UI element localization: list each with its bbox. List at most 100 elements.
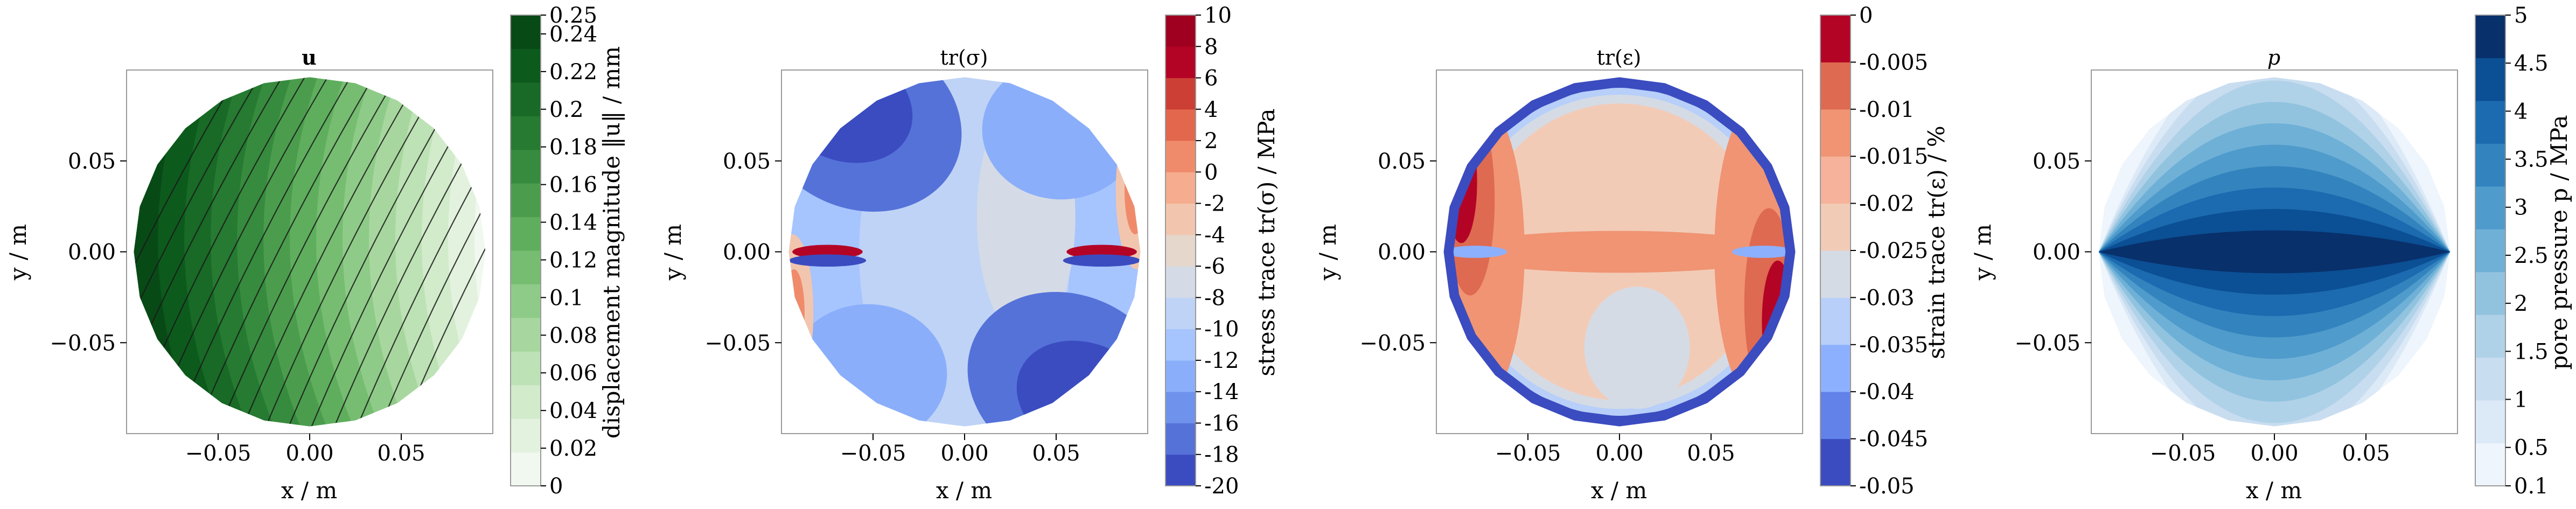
colorbar-tick-label: 2 <box>1204 129 1218 154</box>
colorbar-tick-label: -2 <box>1204 192 1225 217</box>
colorbar-segment <box>1820 250 1851 298</box>
y-tick-label: 0.05 <box>1378 149 1426 174</box>
colorbar-tick-label: 1 <box>2514 387 2528 412</box>
colorbar-tick-label: -0.015 <box>1859 144 1928 169</box>
y-ticks: 0.05 0.00 −0.05 <box>50 149 127 355</box>
colorbar-tick-label: -18 <box>1204 443 1239 468</box>
y-tick-label: 0.05 <box>68 149 116 174</box>
colorbar-tick-label: 0.16 <box>549 173 597 198</box>
colorbar-tick-label: 0.04 <box>549 399 597 423</box>
colorbar-label: displacement magnitude ‖u‖ / mm <box>598 46 625 438</box>
colorbar-tick-label: -0.02 <box>1859 192 1915 217</box>
panel-displacement: u x / m y / m −0.05 0.00 0.05 0.050.00−0.0… <box>5 3 625 504</box>
colorbar-segment <box>511 419 541 453</box>
colorbar-segment <box>511 116 541 150</box>
colorbar-tick-label: -0.04 <box>1859 380 1915 405</box>
colorbar-segment <box>1820 109 1851 157</box>
colorbar-segment <box>2475 271 2505 315</box>
y-axis-label: y / m <box>5 224 31 281</box>
plot-area <box>781 69 1148 434</box>
y-tick-label: 0.05 <box>723 149 771 174</box>
colorbar-segment <box>511 183 541 218</box>
x-tick-label: 0.05 <box>1687 441 1735 466</box>
colorbar-tick-label: 0.25 <box>549 3 597 28</box>
colorbar-tick-label: -0.05 <box>1859 474 1915 499</box>
colorbar-segment <box>2475 58 2505 101</box>
colorbar-segment <box>1165 423 1196 455</box>
x-tick-label: 0.00 <box>285 441 333 466</box>
colorbar-segment <box>2475 100 2505 144</box>
colorbar-frame <box>1165 15 1196 486</box>
colorbar-segment <box>1820 62 1851 110</box>
y-ticks: 0.05 0.00 −0.05 <box>1359 149 1436 355</box>
colorbar-segment <box>2475 400 2505 444</box>
y-tick-label: −0.05 <box>1359 331 1426 355</box>
colorbar-tick-label: 0.2 <box>549 97 584 122</box>
colorbar-label: strain trace tr(ε) / % <box>1923 125 1950 359</box>
x-tick-label: −0.05 <box>840 441 906 466</box>
colorbar-segment <box>1165 15 1196 47</box>
contour-field <box>2098 77 2451 427</box>
y-tick-label: 0.00 <box>1378 240 1426 265</box>
colorbar-tick-label: 0 <box>1859 3 1873 28</box>
y-tick-label: −0.05 <box>2014 331 2081 355</box>
colorbar-segment <box>1165 454 1196 486</box>
colorbar-tick-label: 0 <box>549 474 563 499</box>
colorbar-segment <box>2475 229 2505 273</box>
y-tick-label: 0.00 <box>2033 240 2081 265</box>
colorbar-tick-label: 3.5 <box>2514 148 2549 172</box>
colorbar-segment <box>1165 297 1196 330</box>
y-axis-label: y / m <box>1970 224 1996 281</box>
x-ticks: −0.05 0.00 0.05 <box>185 434 425 466</box>
plot-area <box>1436 69 1803 434</box>
y-axis-label: y / m <box>1315 224 1341 281</box>
colorbar-segment <box>2475 315 2505 358</box>
colorbar-tick-label: -4 <box>1204 223 1225 248</box>
colorbar-segment <box>1165 109 1196 141</box>
x-axis-label: x / m <box>936 477 992 504</box>
colorbar-segment <box>1820 344 1851 392</box>
colorbar-segment <box>1165 360 1196 392</box>
colorbar: 0 -0.005 -0.01 -0.015 -0.02 -0.025 -0.03 -0.035… <box>1820 3 1928 499</box>
colorbar-segment <box>2475 186 2505 229</box>
panel-title: p <box>2267 46 2280 69</box>
y-ticks: 0.05 0.00 −0.05 <box>704 149 781 355</box>
colorbar-tick-label: -0.035 <box>1859 333 1928 358</box>
x-axis-label: x / m <box>2246 477 2302 504</box>
colorbar-segment <box>511 149 541 184</box>
x-axis-label: x / m <box>281 477 337 504</box>
colorbar: 5 4.5 4 3.5 3 2.5 2 1.5 1 0.5 0.1 <box>2475 3 2549 499</box>
colorbar-segment <box>1820 15 1851 62</box>
colorbar-tick-label: -10 <box>1204 317 1239 342</box>
panel-title: tr(σ) <box>940 46 988 69</box>
colorbar-tick-label: -0.045 <box>1859 427 1928 452</box>
colorbar-segment <box>2475 443 2505 486</box>
colorbar-tick-label: 0.14 <box>549 211 597 235</box>
colorbar-tick-label: -0.01 <box>1859 97 1915 122</box>
colorbar-segment <box>1165 329 1196 361</box>
colorbar-segment <box>1820 392 1851 440</box>
colorbar-tick-label: 1.5 <box>2514 339 2549 364</box>
colorbar-tick-label: 0.1 <box>2514 474 2549 499</box>
colorbar-segment <box>1820 203 1851 251</box>
colorbar-segment <box>1165 392 1196 423</box>
colorbar-tick-label: 0.06 <box>549 361 597 386</box>
y-tick-label: 0.00 <box>723 240 771 265</box>
colorbar-segment <box>511 82 541 116</box>
panel-stress-trace: tr(σ) x / m y / m −0.05 0.00 0.05 0.05 0.00… <box>660 3 1280 504</box>
x-tick-label: 0.05 <box>2342 441 2390 466</box>
colorbar-segment <box>511 48 541 83</box>
colorbar-segment <box>511 15 541 49</box>
y-tick-label: 0.00 <box>68 240 116 265</box>
colorbar-frame <box>510 15 541 486</box>
colorbar-segment <box>511 284 541 318</box>
x-ticks: −0.05 0.00 0.05 <box>2150 434 2390 466</box>
y-tick-label: 0.05 <box>2033 149 2081 174</box>
colorbar-segment <box>1165 234 1196 267</box>
plot-area <box>2091 69 2458 434</box>
colorbar-tick-label: 0.02 <box>549 436 597 461</box>
colorbar-segment <box>2475 357 2505 401</box>
colorbar-segment <box>1820 297 1851 345</box>
colorbar-segment <box>511 452 541 486</box>
